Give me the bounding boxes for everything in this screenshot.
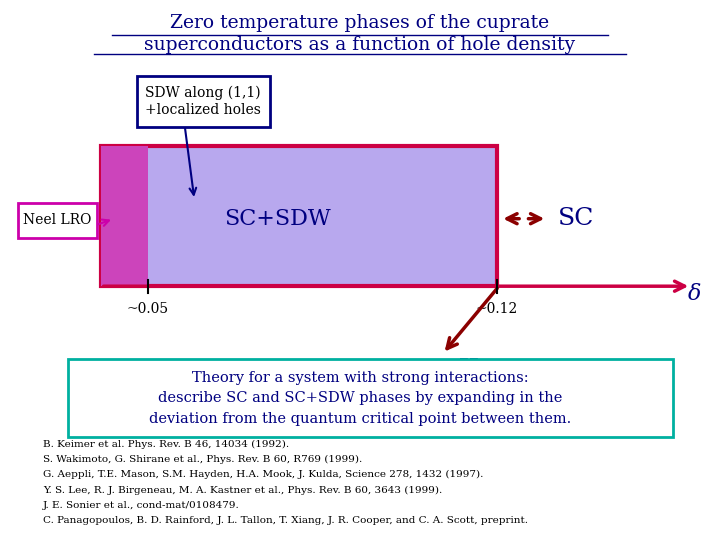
Text: G. Aeppli, T.E. Mason, S.M. Hayden, H.A. Mook, J. Kulda, Science 278, 1432 (1997: G. Aeppli, T.E. Mason, S.M. Hayden, H.A.… — [43, 470, 484, 480]
Text: SC: SC — [558, 207, 594, 230]
Text: Theory for a system with strong interactions:
describe SC and SC+SDW phases by e: Theory for a system with strong interact… — [149, 370, 571, 426]
Text: ~0.12: ~0.12 — [476, 302, 518, 316]
Text: SDW along (1,1)
+localized holes: SDW along (1,1) +localized holes — [145, 86, 261, 117]
Text: B. Keimer et al. Phys. Rev. B 46, 14034 (1992).: B. Keimer et al. Phys. Rev. B 46, 14034 … — [43, 440, 289, 449]
Text: S. Wakimoto, G. Shirane et al., Phys. Rev. B 60, R769 (1999).: S. Wakimoto, G. Shirane et al., Phys. Re… — [43, 455, 362, 464]
Text: J. E. Sonier et al., cond-mat/0108479.: J. E. Sonier et al., cond-mat/0108479. — [43, 501, 240, 510]
Text: ~0.05: ~0.05 — [127, 302, 168, 316]
FancyBboxPatch shape — [137, 76, 270, 127]
Text: H: H — [459, 357, 480, 377]
Text: Y. S. Lee, R. J. Birgeneau, M. A. Kastner et al., Phys. Rev. B 60, 3643 (1999).: Y. S. Lee, R. J. Birgeneau, M. A. Kastne… — [43, 485, 443, 495]
Text: Neel LRO: Neel LRO — [24, 213, 91, 227]
FancyBboxPatch shape — [68, 359, 673, 437]
Text: C. Panagopoulos, B. D. Rainford, J. L. Tallon, T. Xiang, J. R. Cooper, and C. A.: C. Panagopoulos, B. D. Rainford, J. L. T… — [43, 516, 528, 525]
Text: δ: δ — [688, 284, 701, 305]
Bar — [101, 146, 497, 286]
Bar — [101, 146, 148, 286]
Text: SC+SDW: SC+SDW — [224, 208, 330, 230]
FancyBboxPatch shape — [18, 202, 97, 238]
Text: Zero temperature phases of the cuprate
superconductors as a function of hole den: Zero temperature phases of the cuprate s… — [145, 14, 575, 53]
